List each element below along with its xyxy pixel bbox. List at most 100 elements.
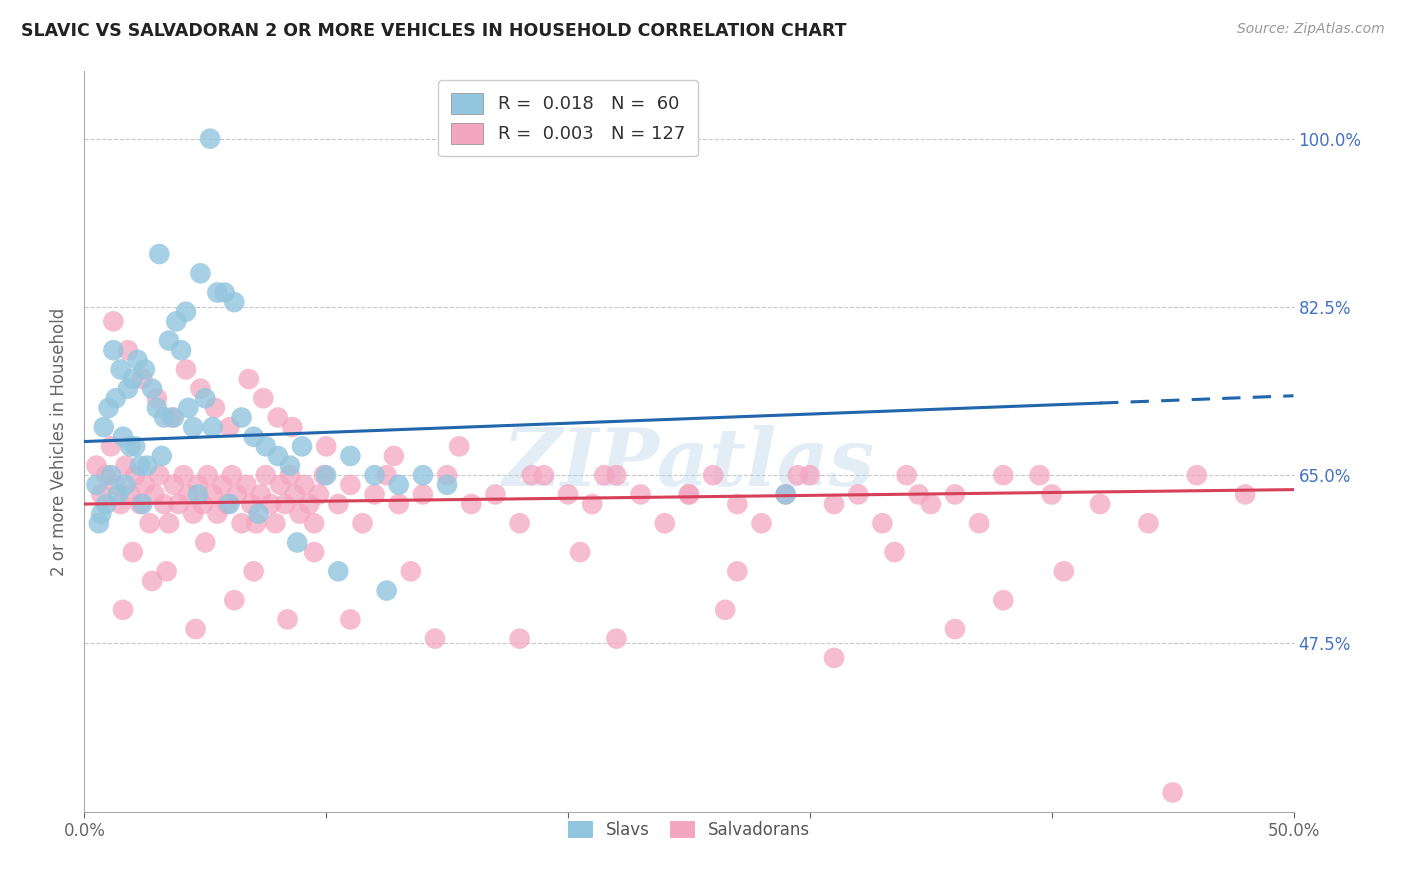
Point [187, 487, 209, 501]
Point [177, 401, 200, 415]
Point [993, 468, 1015, 483]
Point [252, 391, 274, 405]
Point [285, 535, 308, 549]
Point [388, 478, 411, 492]
Point [775, 487, 797, 501]
Point [339, 478, 361, 492]
Point [181, 507, 204, 521]
Point [86, 458, 108, 473]
Point [163, 410, 186, 425]
Point [883, 545, 905, 559]
Point [110, 497, 132, 511]
Point [124, 439, 146, 453]
Point [412, 468, 434, 483]
Point [423, 632, 446, 646]
Point [281, 420, 304, 434]
Point [129, 458, 152, 473]
Point [725, 497, 748, 511]
Point [231, 410, 253, 425]
Point [436, 478, 458, 492]
Point [204, 401, 226, 415]
Point [399, 565, 422, 579]
Point [259, 497, 281, 511]
Point [267, 410, 290, 425]
Point [194, 535, 217, 549]
Point [201, 420, 224, 434]
Point [194, 391, 217, 405]
Point [100, 468, 122, 483]
Point [1053, 565, 1076, 579]
Point [725, 565, 748, 579]
Point [993, 593, 1015, 607]
Point [190, 382, 212, 396]
Point [557, 487, 579, 501]
Point [134, 478, 156, 492]
Text: SLAVIC VS SALVADORAN 2 OR MORE VEHICLES IN HOUSEHOLD CORRELATION CHART: SLAVIC VS SALVADORAN 2 OR MORE VEHICLES … [21, 22, 846, 40]
Point [94, 468, 117, 483]
Point [224, 295, 246, 310]
Point [250, 487, 273, 501]
Point [136, 458, 159, 473]
Point [160, 410, 183, 425]
Point [242, 565, 264, 579]
Point [181, 420, 204, 434]
Y-axis label: 2 or more Vehicles in Household: 2 or more Vehicles in Household [51, 308, 69, 575]
Point [90, 487, 112, 501]
Point [352, 516, 374, 531]
Text: ZIPatlas: ZIPatlas [503, 425, 875, 502]
Point [278, 468, 301, 483]
Point [103, 314, 125, 328]
Point [100, 439, 122, 453]
Point [315, 439, 337, 453]
Point [775, 487, 797, 501]
Point [823, 497, 845, 511]
Point [786, 468, 808, 483]
Point [678, 487, 700, 501]
Point [382, 449, 405, 463]
Point [167, 497, 190, 511]
Point [254, 439, 277, 453]
Point [112, 430, 135, 444]
Point [103, 343, 125, 358]
Point [1234, 487, 1257, 501]
Point [943, 622, 966, 636]
Point [308, 487, 330, 501]
Point [131, 372, 153, 386]
Point [117, 343, 139, 358]
Point [120, 487, 142, 501]
Point [375, 468, 398, 483]
Point [298, 497, 321, 511]
Point [1040, 487, 1063, 501]
Point [107, 487, 129, 501]
Legend: Slavs, Salvadorans: Slavs, Salvadorans [560, 813, 818, 847]
Point [678, 487, 700, 501]
Point [170, 343, 193, 358]
Point [276, 612, 298, 626]
Point [436, 468, 458, 483]
Point [240, 497, 263, 511]
Point [751, 516, 773, 531]
Point [363, 487, 385, 501]
Point [127, 352, 149, 367]
Point [104, 391, 127, 405]
Point [148, 468, 170, 483]
Point [605, 632, 627, 646]
Point [104, 478, 127, 492]
Point [110, 362, 132, 376]
Point [284, 487, 307, 501]
Point [920, 497, 942, 511]
Point [1028, 468, 1050, 483]
Point [943, 487, 966, 501]
Point [1185, 468, 1208, 483]
Point [328, 497, 350, 511]
Point [520, 468, 543, 483]
Point [197, 468, 219, 483]
Point [846, 487, 869, 501]
Point [174, 362, 197, 376]
Point [148, 247, 170, 261]
Point [363, 468, 385, 483]
Point [799, 468, 821, 483]
Point [138, 516, 160, 531]
Point [231, 516, 253, 531]
Point [153, 497, 176, 511]
